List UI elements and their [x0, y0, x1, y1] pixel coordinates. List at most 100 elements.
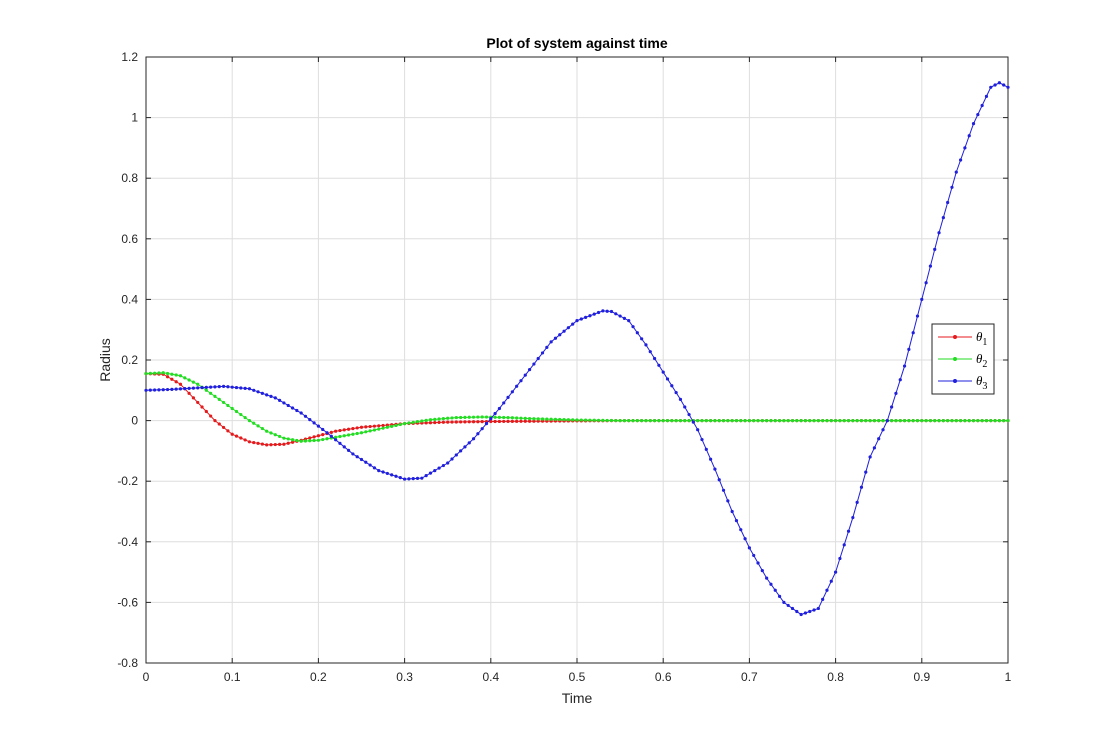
data-point: [540, 417, 545, 421]
data-point: [726, 499, 730, 503]
data-point: [713, 419, 717, 423]
data-point: [851, 419, 855, 423]
data-point: [769, 582, 773, 586]
data-point: [295, 438, 299, 443]
data-point: [1006, 85, 1010, 89]
data-point: [454, 420, 458, 424]
data-point: [510, 390, 514, 394]
y-tick-label: 0.2: [121, 353, 138, 367]
data-point: [622, 419, 627, 423]
data-point: [428, 471, 433, 475]
data-point: [312, 421, 316, 425]
data-point: [260, 391, 264, 395]
data-point: [329, 430, 333, 434]
data-point: [325, 437, 329, 441]
data-point: [825, 588, 829, 592]
data-point: [920, 297, 924, 301]
data-point: [282, 436, 286, 440]
data-point: [515, 416, 519, 420]
data-point: [933, 247, 937, 252]
data-point: [799, 612, 803, 617]
y-tick-label: 0: [131, 414, 138, 428]
data-point: [252, 440, 256, 445]
y-tick-label: 0.4: [121, 292, 138, 306]
data-point: [937, 419, 941, 423]
data-point: [868, 419, 872, 423]
data-point: [148, 371, 152, 376]
data-point: [446, 416, 450, 420]
data-point: [562, 329, 566, 333]
legend-marker: [953, 357, 957, 361]
data-point: [665, 419, 670, 423]
data-point: [661, 370, 665, 374]
data-point: [265, 429, 269, 433]
data-point: [342, 434, 346, 438]
data-point: [687, 419, 691, 423]
data-point: [450, 416, 454, 420]
data-point: [183, 376, 187, 380]
data-point: [355, 455, 359, 459]
data-point: [346, 433, 351, 437]
data-point: [329, 434, 333, 438]
data-point: [644, 343, 648, 347]
data-point: [157, 388, 161, 392]
data-point: [260, 426, 264, 431]
data-point: [937, 231, 941, 235]
data-point: [652, 356, 657, 361]
data-point: [984, 94, 989, 98]
data-point: [627, 319, 631, 323]
data-point: [515, 419, 519, 423]
data-point: [523, 419, 527, 423]
data-point: [506, 395, 510, 399]
data-point: [286, 441, 290, 445]
data-point: [278, 434, 282, 439]
data-point: [415, 420, 420, 424]
data-point: [808, 419, 812, 423]
data-point: [652, 419, 657, 423]
data-point: [605, 309, 609, 313]
data-point: [148, 388, 152, 392]
data-point: [890, 419, 894, 423]
data-point: [480, 415, 484, 419]
data-point: [308, 439, 312, 443]
data-point: [476, 415, 480, 419]
data-point: [459, 420, 463, 424]
data-point: [312, 435, 316, 439]
data-point: [256, 424, 260, 428]
data-point: [838, 556, 842, 561]
data-point: [596, 310, 601, 315]
data-point: [717, 419, 721, 423]
data-point: [963, 146, 967, 150]
y-tick-label: -0.4: [117, 535, 138, 549]
data-point: [980, 103, 984, 108]
data-point: [290, 440, 295, 444]
data-point: [924, 281, 928, 285]
data-point: [286, 403, 290, 408]
data-point: [1002, 419, 1006, 423]
data-point: [864, 419, 868, 423]
data-point: [842, 543, 846, 547]
data-point: [407, 421, 411, 425]
data-point: [196, 400, 200, 405]
data-point: [993, 83, 997, 87]
data-point: [213, 419, 217, 423]
data-point: [747, 546, 752, 550]
data-point: [338, 441, 342, 445]
data-point: [372, 428, 377, 432]
data-point: [618, 314, 622, 318]
data-point: [834, 570, 838, 574]
series-2: [144, 371, 1010, 443]
data-point: [342, 428, 346, 432]
data-point: [273, 433, 277, 437]
data-point: [997, 419, 1001, 423]
legend-symbol: θ: [976, 351, 983, 366]
data-point: [967, 419, 971, 423]
data-point: [946, 419, 950, 423]
data-point: [821, 597, 825, 601]
data-point: [743, 419, 747, 423]
data-point: [622, 316, 627, 320]
data-point: [209, 414, 213, 418]
data-point: [161, 371, 165, 375]
